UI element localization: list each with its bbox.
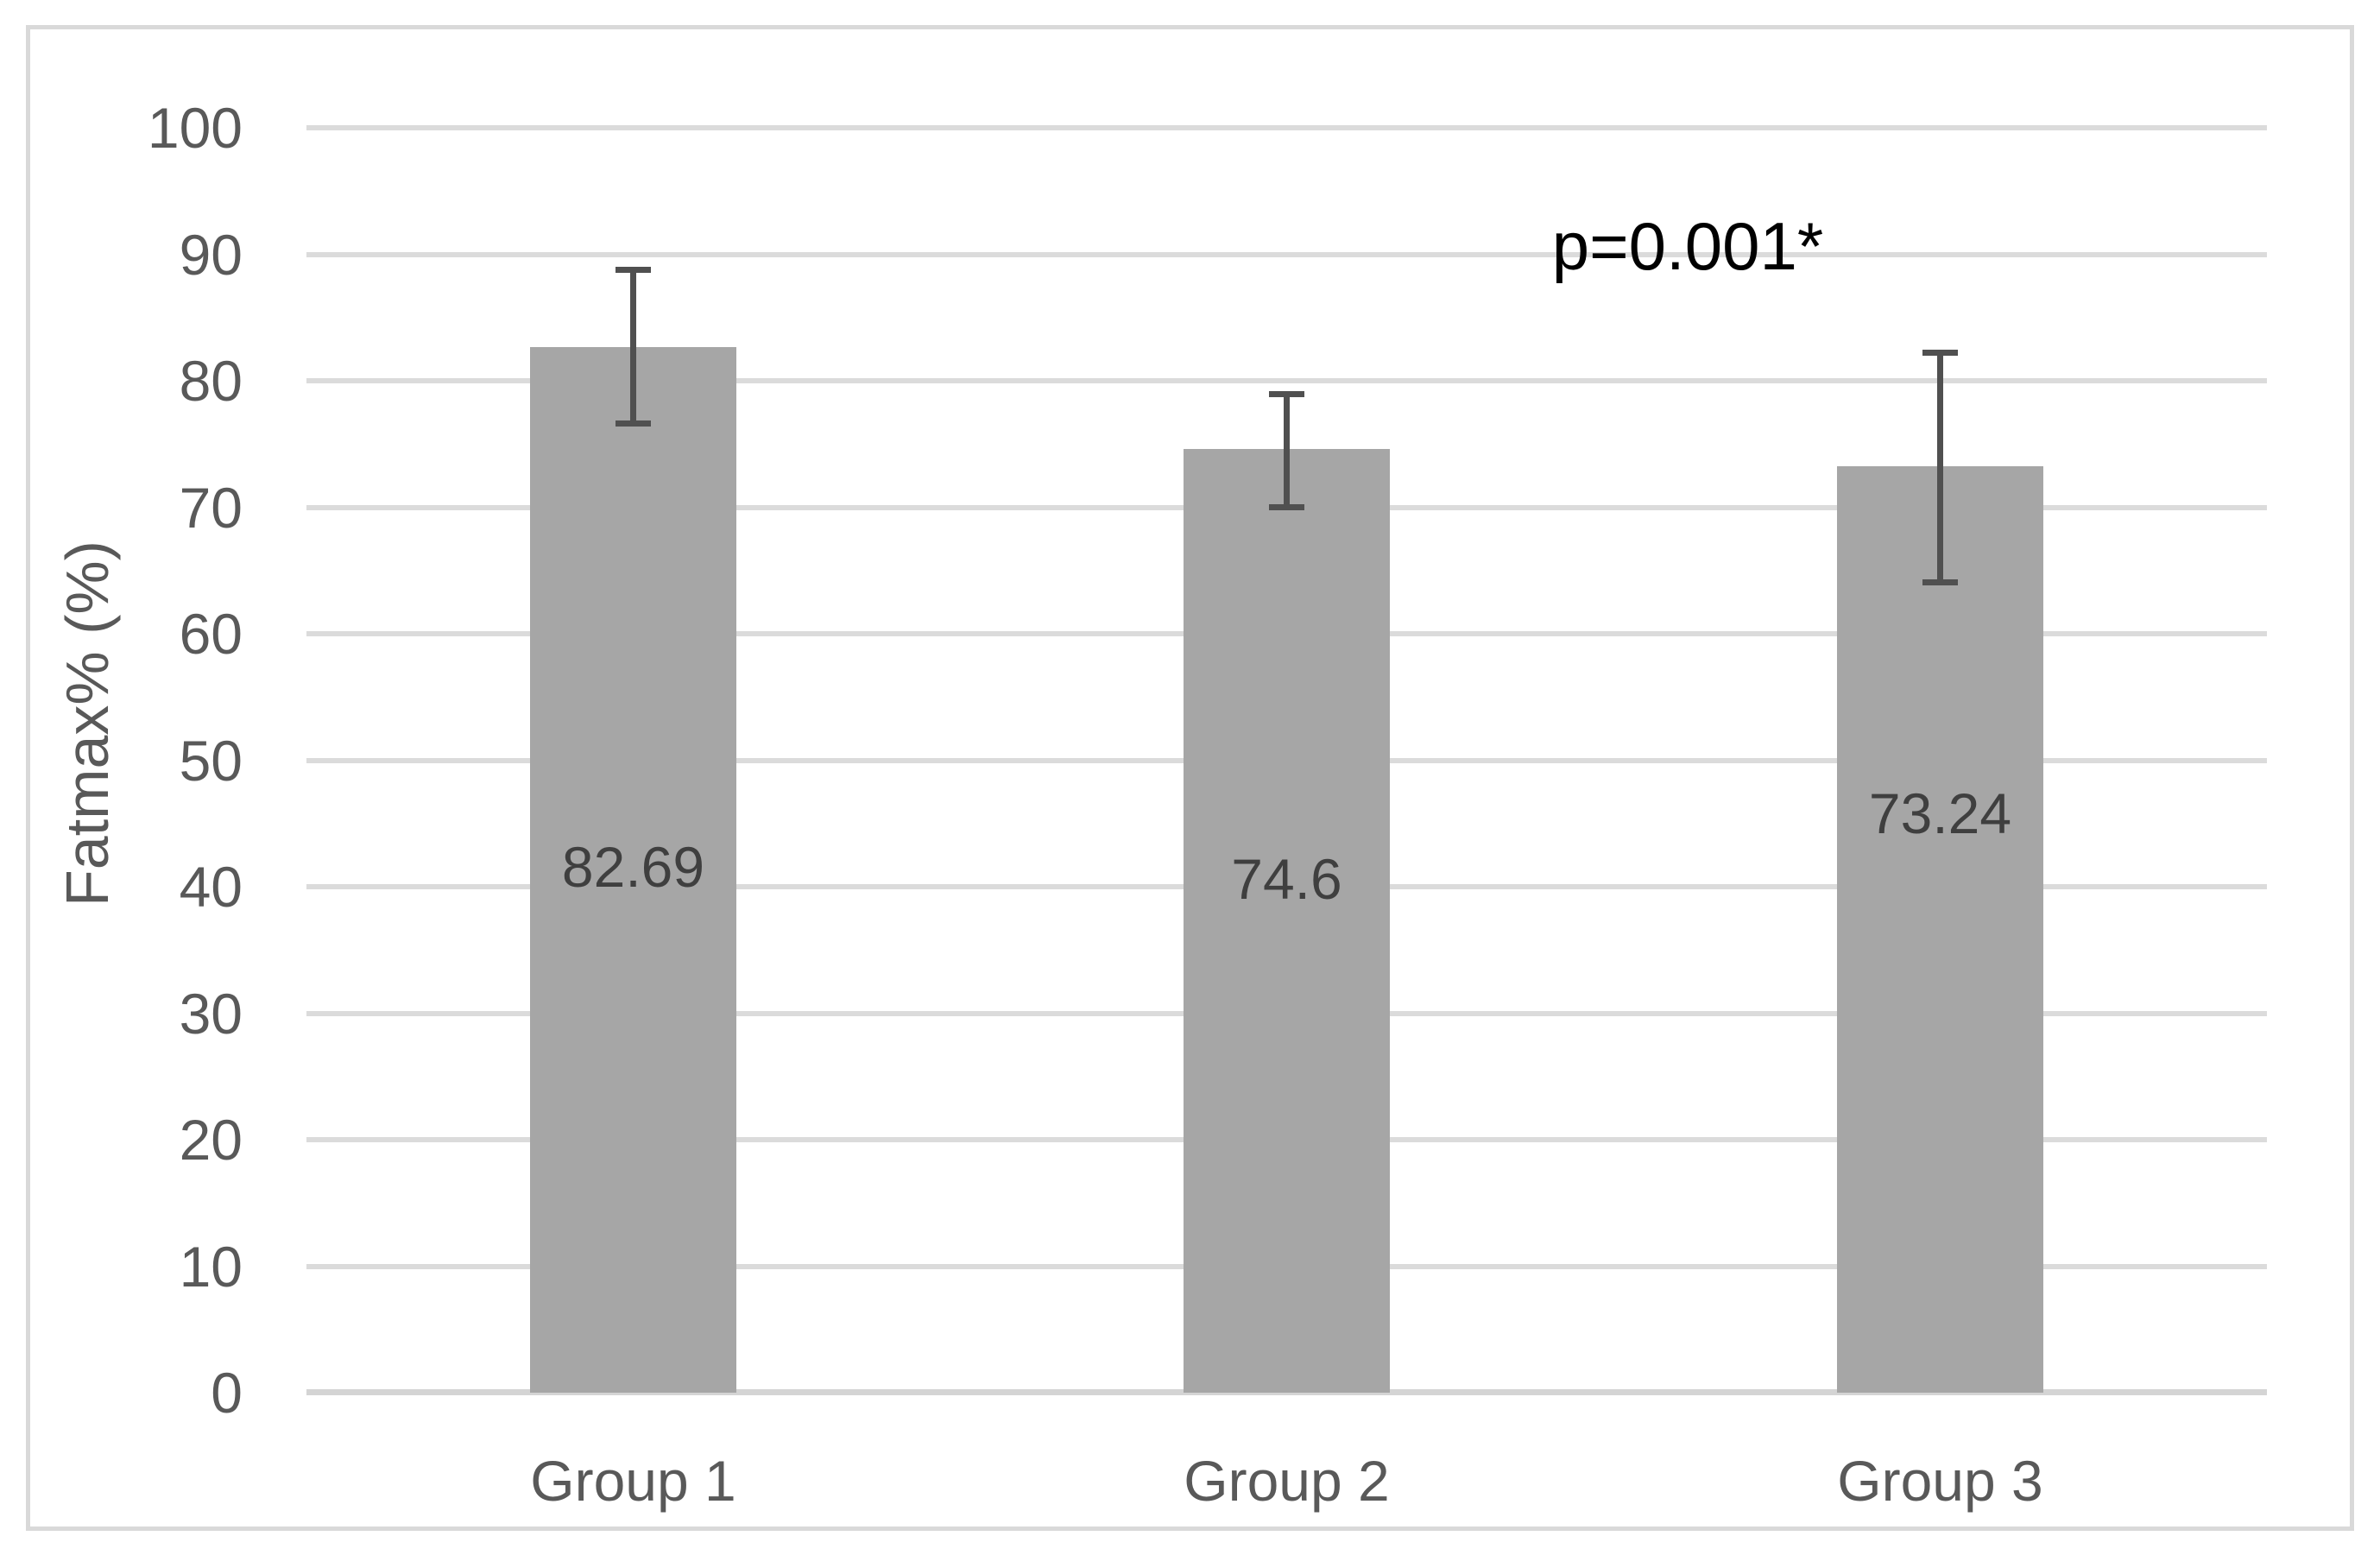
y-tick-label: 40 xyxy=(179,855,243,919)
plot-area: 82.69 74.6 73.24 xyxy=(306,125,2267,1395)
y-tick-label: 0 xyxy=(211,1361,243,1425)
bar-1 xyxy=(530,346,736,1393)
error-bar-line xyxy=(630,269,636,424)
y-tick-label: 30 xyxy=(179,981,243,1046)
y-tick-label: 90 xyxy=(179,222,243,287)
bar-2 xyxy=(1184,449,1390,1393)
p-value-annotation: p=0.001* xyxy=(1551,208,1824,284)
y-gridline xyxy=(306,378,2267,383)
error-bar-top-cap xyxy=(1922,350,1958,357)
bar-3 xyxy=(1837,466,2043,1393)
error-bar-bottom-cap xyxy=(616,420,651,427)
bar-value-label: 73.24 xyxy=(1868,781,2012,846)
y-tick-label: 60 xyxy=(179,602,243,666)
y-tick-label: 10 xyxy=(179,1234,243,1299)
x-category-label: Group 1 xyxy=(530,1449,736,1513)
y-tick-label: 50 xyxy=(179,728,243,793)
error-bar-line xyxy=(1937,352,1943,583)
y-gridline xyxy=(306,125,2267,130)
y-tick-label: 80 xyxy=(179,349,243,413)
error-bar-top-cap xyxy=(1269,390,1304,397)
x-category-label: Group 3 xyxy=(1837,1449,2043,1513)
bar-value-label: 74.6 xyxy=(1231,847,1342,912)
y-tick-label: 20 xyxy=(179,1108,243,1172)
error-bar-line xyxy=(1284,393,1290,508)
bar-value-label: 82.69 xyxy=(561,834,705,899)
error-bar-bottom-cap xyxy=(1269,503,1304,510)
error-bar-bottom-cap xyxy=(1922,578,1958,585)
error-bar-top-cap xyxy=(616,267,651,274)
y-tick-label: 100 xyxy=(147,96,243,160)
x-category-label: Group 2 xyxy=(1184,1449,1390,1513)
y-gridline xyxy=(306,251,2267,257)
y-tick-label: 70 xyxy=(179,475,243,540)
